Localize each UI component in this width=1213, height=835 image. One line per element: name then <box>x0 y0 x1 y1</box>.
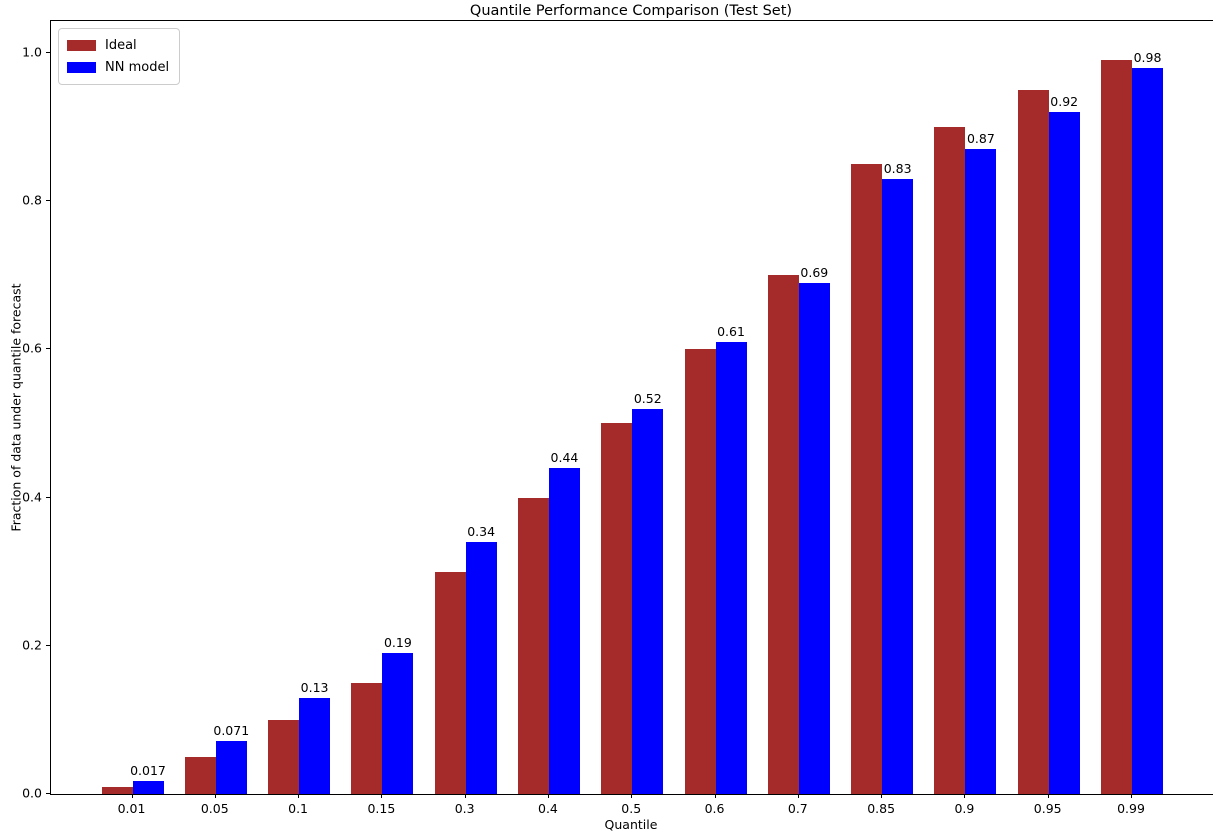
bar-ideal-0.01 <box>101 786 133 794</box>
bar-ideal-0.7 <box>767 275 799 794</box>
bar-value-label: 0.87 <box>966 131 995 147</box>
x-tick-mark <box>1047 794 1049 798</box>
bar-value-label: 0.017 <box>130 763 166 779</box>
bar-value-label: 0.69 <box>800 264 829 280</box>
bar-nn-model-0.5 <box>632 408 664 794</box>
x-tick-label: 0.05 <box>200 801 229 816</box>
bar-ideal-0.9 <box>934 126 966 794</box>
y-tick-label: 0.6 <box>22 340 42 356</box>
x-tick-label: 0.85 <box>867 801 896 816</box>
bar-ideal-0.6 <box>684 349 716 794</box>
x-tick-label: 0.01 <box>117 801 146 816</box>
y-tick-label: 0.4 <box>22 489 42 505</box>
x-tick-mark <box>714 794 716 798</box>
bar-ideal-0.99 <box>1101 60 1132 794</box>
bar-value-label: 0.44 <box>550 449 579 465</box>
y-tick-mark <box>46 496 50 498</box>
x-tick-mark <box>1131 794 1132 798</box>
legend-item-label: Ideal <box>105 37 137 53</box>
bar-nn-model-0.85 <box>882 178 914 794</box>
x-tick-label: 0.9 <box>954 801 975 816</box>
x-tick-label: 0.4 <box>538 801 558 816</box>
bar-nn-model-0.01 <box>132 781 164 794</box>
y-tick-mark <box>46 348 50 350</box>
legend: Ideal NN model <box>58 28 181 85</box>
x-tick-label: 0.95 <box>1033 801 1062 816</box>
y-tick-label: 0.8 <box>22 192 42 208</box>
bar-nn-model-0.9 <box>965 149 997 794</box>
legend-item-label: NN model <box>105 59 170 75</box>
chart-title: Quantile Performance Comparison (Test Se… <box>469 3 793 19</box>
x-tick-mark <box>131 794 133 798</box>
x-tick-label: 0.7 <box>787 801 808 816</box>
y-tick-mark <box>46 200 50 202</box>
x-tick-label: 0.6 <box>704 801 725 816</box>
x-tick-label: 0.5 <box>621 801 642 816</box>
bar-ideal-0.85 <box>851 164 883 794</box>
y-tick-label: 0.2 <box>22 637 42 653</box>
x-tick-mark <box>381 794 383 798</box>
bar-nn-model-0.99 <box>1132 67 1163 794</box>
x-tick-mark <box>547 794 549 798</box>
bar-nn-model-0.1 <box>299 697 331 794</box>
x-tick-mark <box>214 794 216 798</box>
bar-value-label: 0.98 <box>1133 49 1162 65</box>
plot-area: 0.017 0.071 0.13 0.19 0.34 0.44 0.52 0.61 0.69 0.… <box>50 20 1213 795</box>
bar-ideal-0.3 <box>434 571 466 794</box>
x-tick-label: 0.99 <box>1117 801 1145 816</box>
x-tick-mark <box>298 794 300 798</box>
bar-value-label: 0.19 <box>383 635 412 651</box>
bar-value-label: 0.61 <box>717 323 745 339</box>
x-tick-mark <box>631 794 633 798</box>
bar-value-label: 0.071 <box>213 723 250 739</box>
y-tick-label: 1.0 <box>22 44 42 60</box>
bar-value-label: 0.13 <box>300 679 329 695</box>
legend-item-nn-model: NN model <box>67 56 169 78</box>
bar-value-label: 0.34 <box>467 524 496 540</box>
x-tick-label: 0.3 <box>454 801 475 816</box>
legend-item-ideal: Ideal <box>67 34 169 56</box>
bar-ideal-0.5 <box>601 423 633 794</box>
bar-ideal-0.05 <box>184 756 216 794</box>
x-tick-mark <box>964 794 966 798</box>
bar-value-label: 0.52 <box>633 390 662 406</box>
x-tick-mark <box>881 794 883 798</box>
bar-nn-model-0.6 <box>715 341 747 794</box>
y-axis-label: Fraction of data under quantile forecast <box>8 283 24 532</box>
x-axis-label: Quantile <box>604 817 658 832</box>
y-tick-mark <box>46 51 50 53</box>
bar-ideal-0.15 <box>351 682 383 794</box>
bar-nn-model-0.3 <box>465 542 497 794</box>
bar-value-label: 0.92 <box>1050 94 1079 110</box>
x-tick-mark <box>797 794 799 798</box>
bar-nn-model-0.05 <box>215 741 247 794</box>
bar-ideal-0.1 <box>268 719 300 794</box>
bar-nn-model-0.7 <box>798 282 830 794</box>
bar-nn-model-0.95 <box>1048 112 1080 794</box>
bar-nn-model-0.4 <box>548 467 580 794</box>
y-tick-label: 0.0 <box>22 785 42 801</box>
x-tick-mark <box>464 794 466 798</box>
bar-ideal-0.95 <box>1017 89 1049 794</box>
bar-value-label: 0.83 <box>883 160 912 176</box>
y-tick-mark <box>46 644 50 646</box>
bar-ideal-0.4 <box>517 497 549 794</box>
ideal-color-swatch-icon <box>67 39 96 51</box>
nn-model-color-swatch-icon <box>67 61 96 73</box>
y-tick-mark <box>46 793 50 794</box>
x-tick-label: 0.1 <box>288 801 309 816</box>
bar-nn-model-0.15 <box>382 653 414 794</box>
x-tick-label: 0.15 <box>367 801 396 816</box>
